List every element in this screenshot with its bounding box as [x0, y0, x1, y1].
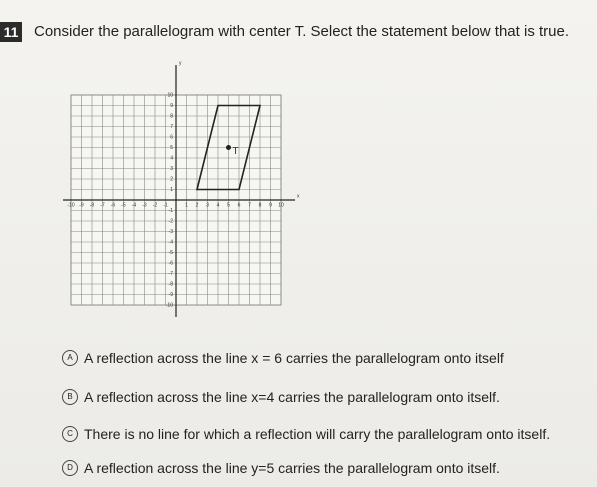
x-tick-label: 3 [206, 202, 209, 208]
x-tick-label: 5 [227, 202, 230, 208]
y-tick-label: 3 [170, 166, 173, 172]
option-text: A reflection across the line x=4 carries… [84, 389, 500, 405]
x-tick-label: -7 [100, 202, 105, 208]
option[interactable]: B A reflection across the line x=4 carrie… [62, 389, 500, 405]
x-tick-label: -10 [67, 202, 74, 208]
x-tick-label: -8 [90, 202, 95, 208]
y-axis-label: y [179, 60, 182, 66]
y-tick-label: 4 [170, 155, 173, 161]
y-tick-label: 5 [170, 145, 173, 151]
y-tick-label: 9 [170, 103, 173, 109]
y-tick-label: -6 [169, 260, 174, 266]
y-tick-label: -4 [169, 239, 174, 245]
option[interactable]: C There is no line for which a reflection… [62, 426, 550, 442]
x-tick-label: -3 [142, 202, 147, 208]
y-tick-label: 6 [170, 134, 173, 140]
y-tick-label: 2 [170, 176, 173, 182]
y-tick-label: 8 [170, 113, 173, 119]
option-letter: B [62, 389, 78, 405]
option-letter: C [62, 426, 78, 442]
y-tick-label: 1 [170, 187, 173, 193]
x-axis-label: x [297, 193, 300, 199]
option-letter: A [62, 350, 78, 366]
y-tick-label: -7 [169, 271, 174, 277]
y-tick-label: 7 [170, 124, 173, 130]
y-tick-label: -2 [169, 218, 174, 224]
center-point [226, 145, 231, 150]
x-tick-label: 7 [248, 202, 251, 208]
y-tick-label: -3 [169, 229, 174, 235]
x-tick-label: 4 [217, 202, 220, 208]
parallelogram [195, 104, 262, 191]
x-tick-label: -1 [163, 202, 168, 208]
option-text: A reflection across the line y=5 carries… [84, 460, 500, 476]
center-label: T [233, 146, 239, 157]
y-tick-label: -9 [169, 292, 174, 298]
question-text: Consider the parallelogram with center T… [34, 23, 569, 40]
x-tick-label: -9 [79, 202, 84, 208]
y-tick-label: -1 [169, 208, 174, 214]
option[interactable]: D A reflection across the line y=5 carrie… [62, 460, 500, 476]
y-tick-label: 10 [167, 92, 173, 98]
x-tick-label: -2 [153, 202, 158, 208]
option-text: A reflection across the line x = 6 carri… [84, 350, 504, 366]
x-tick-label: 1 [185, 202, 188, 208]
y-tick-label: -10 [166, 302, 173, 308]
x-tick-label: 9 [269, 202, 272, 208]
y-tick-label: -8 [169, 281, 174, 287]
y-tick-label: -5 [169, 250, 174, 256]
x-tick-label: -4 [132, 202, 137, 208]
x-tick-label: 8 [259, 202, 262, 208]
option-letter: D [62, 460, 78, 476]
option[interactable]: A A reflection across the line x = 6 carr… [62, 350, 504, 366]
x-tick-label: -5 [121, 202, 126, 208]
x-tick-label: 10 [278, 202, 284, 208]
option-text: There is no line for which a reflection … [84, 426, 551, 442]
x-tick-label: 6 [238, 202, 241, 208]
x-tick-label: 2 [196, 202, 199, 208]
question-number: 11 [0, 22, 22, 42]
x-tick-label: -6 [111, 202, 116, 208]
